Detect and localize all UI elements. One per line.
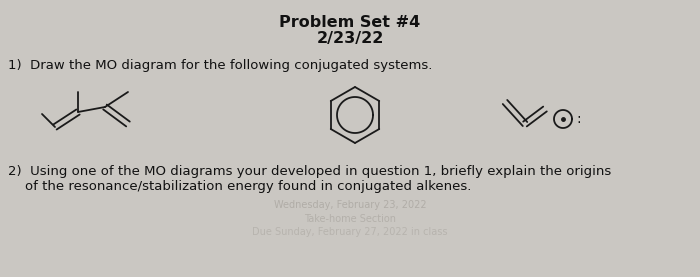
Text: :: : [576,112,580,126]
Text: Take-home Section: Take-home Section [304,214,396,224]
Text: 2/23/22: 2/23/22 [316,31,384,46]
Text: 2)  Using one of the MO diagrams your developed in question 1, briefly explain t: 2) Using one of the MO diagrams your dev… [8,165,611,178]
Text: Due Sunday, February 27, 2022 in class: Due Sunday, February 27, 2022 in class [252,227,448,237]
Text: 1)  Draw the MO diagram for the following conjugated systems.: 1) Draw the MO diagram for the following… [8,59,433,72]
Text: Wednesday, February 23, 2022: Wednesday, February 23, 2022 [274,200,426,210]
Text: Problem Set #4: Problem Set #4 [279,15,421,30]
Text: of the resonance/stabilization energy found in conjugated alkenes.: of the resonance/stabilization energy fo… [8,180,471,193]
